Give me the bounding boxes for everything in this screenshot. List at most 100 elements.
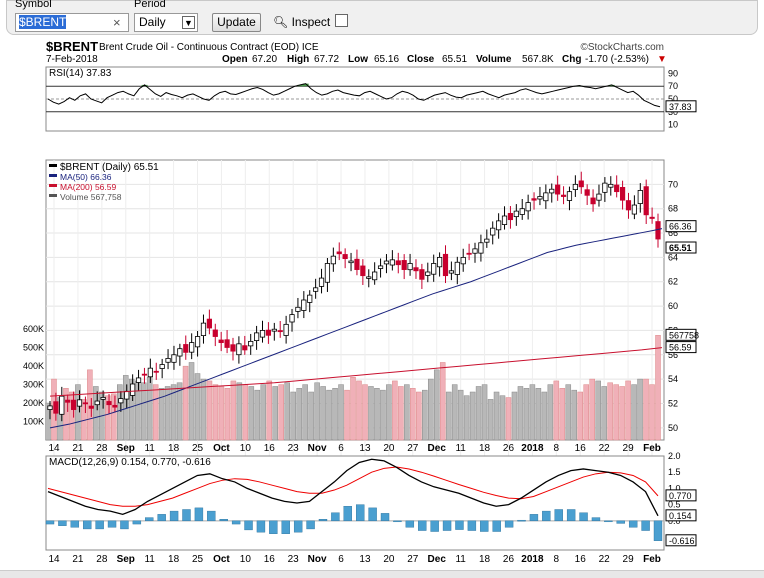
price-x-tick-label: Feb (643, 443, 661, 454)
macd-histogram-bar (244, 520, 253, 531)
price-tick-label: 68 (668, 204, 678, 214)
header-name: Brent Crude Oil - Continuous Contract (E… (99, 42, 319, 53)
volume-bar (649, 384, 655, 441)
macd-x-tick-label: 18 (479, 554, 491, 565)
legend-swatch (49, 184, 57, 187)
candle-body (472, 248, 478, 254)
candle-body (82, 402, 89, 405)
legend-swatch (49, 194, 57, 197)
rsi-overbought-fill (302, 83, 309, 87)
candle-body (572, 183, 578, 190)
close-value: 65.51 (442, 54, 467, 65)
candle-body (189, 342, 195, 353)
volume-bar (475, 386, 482, 441)
period-select[interactable]: Daily ▼ (134, 13, 198, 32)
volume-bar (583, 384, 589, 441)
macd-x-tick-label: Oct (213, 554, 230, 565)
candle-body (560, 194, 567, 197)
volume-bar (236, 382, 243, 441)
candle-body (549, 188, 555, 194)
macd-x-tick-label: 11 (455, 554, 466, 565)
close-value-label-box (665, 241, 697, 254)
legend-entry: MA(50) 66.36 (60, 172, 112, 182)
macd-panel-frame (45, 455, 665, 551)
volume-bar (272, 386, 279, 441)
macd-value: 0.154 (669, 511, 692, 521)
volume-bar (398, 386, 404, 441)
volume-bar (451, 384, 458, 441)
macd-x-tick-label: 18 (168, 554, 180, 565)
volume-bar (152, 384, 159, 441)
price-x-tick-label: 8 (554, 443, 560, 454)
volume-bar (140, 382, 147, 441)
volume-bar (128, 378, 135, 441)
candle-body (183, 344, 189, 353)
rsi-overbought-fill (297, 84, 304, 87)
macd-histogram-bar (95, 520, 104, 530)
volume-bar (571, 389, 578, 441)
volume-bar (338, 384, 344, 441)
volume-axis-label: 500K (23, 343, 44, 353)
volume-bar (45, 402, 51, 441)
candle-body (448, 270, 454, 274)
volume-bar (404, 384, 410, 441)
candle-body (525, 202, 531, 212)
chg-value: -1.70 (-2.53%) (585, 54, 649, 65)
macd-histogram-bar (591, 517, 601, 522)
volume-bar (326, 389, 332, 441)
volume-bar (170, 384, 177, 441)
macd-histogram-bar (83, 520, 92, 530)
macd-histogram-bar (58, 520, 67, 526)
volume-bar (212, 384, 219, 441)
candle-body (354, 258, 360, 270)
volume-bar (218, 386, 225, 441)
volume-bar (601, 386, 607, 441)
price-x-tick-label: 13 (359, 443, 371, 454)
candle-body (584, 189, 590, 196)
candle-body (224, 339, 230, 348)
volume-bar (416, 391, 422, 441)
update-button[interactable]: Update (212, 13, 261, 32)
candle-body (566, 191, 573, 201)
down-arrow-icon: ▼ (657, 54, 667, 65)
candle-body (436, 256, 443, 268)
price-x-tick-label: 26 (503, 443, 515, 454)
candle-body (330, 255, 336, 265)
ma200-line (49, 347, 663, 397)
volume-bar (559, 388, 566, 441)
inspect-checkbox[interactable] (335, 14, 348, 27)
candle-body (277, 330, 283, 333)
symbol-label: Symbol (15, 0, 52, 10)
candle-body (490, 227, 496, 236)
price-tick-label: 62 (668, 277, 678, 287)
volume-bar (607, 382, 613, 441)
macd-x-tick-label: 25 (192, 554, 204, 565)
candle-body (236, 343, 242, 356)
price-x-tick-label: Sep (117, 443, 135, 454)
candle-body (106, 401, 112, 406)
macd-histogram-bar (207, 510, 216, 522)
macd-histogram-bar (318, 519, 328, 522)
candle-body (194, 336, 201, 348)
candle-body (171, 354, 177, 363)
macd-histogram-bar (566, 509, 576, 522)
price-x-tick-label: 21 (72, 443, 84, 454)
symbol-input[interactable]: $BRENT (15, 13, 129, 32)
candle-body (401, 260, 407, 270)
macd-x-tick-label: 10 (240, 554, 252, 565)
inspect-toggle[interactable]: 🔍︎ Inspect (273, 15, 330, 29)
volume-axis-label: 100K (23, 417, 44, 427)
macd-x-tick-label: 20 (383, 554, 395, 565)
volume-bar (254, 389, 261, 441)
macd-histogram-bar (182, 509, 191, 522)
volume-bar (248, 386, 255, 441)
candle-body (419, 269, 425, 280)
macd-histogram-bar (343, 506, 352, 522)
clear-icon[interactable]: × (113, 15, 121, 30)
volume-bar (242, 384, 249, 441)
volume-bar (87, 369, 93, 441)
macd-x-tick-label: 13 (359, 554, 371, 565)
price-x-tick-label: 28 (96, 443, 108, 454)
macd-x-tick-label: 29 (623, 554, 635, 565)
price-x-tick-label: 22 (599, 443, 611, 454)
